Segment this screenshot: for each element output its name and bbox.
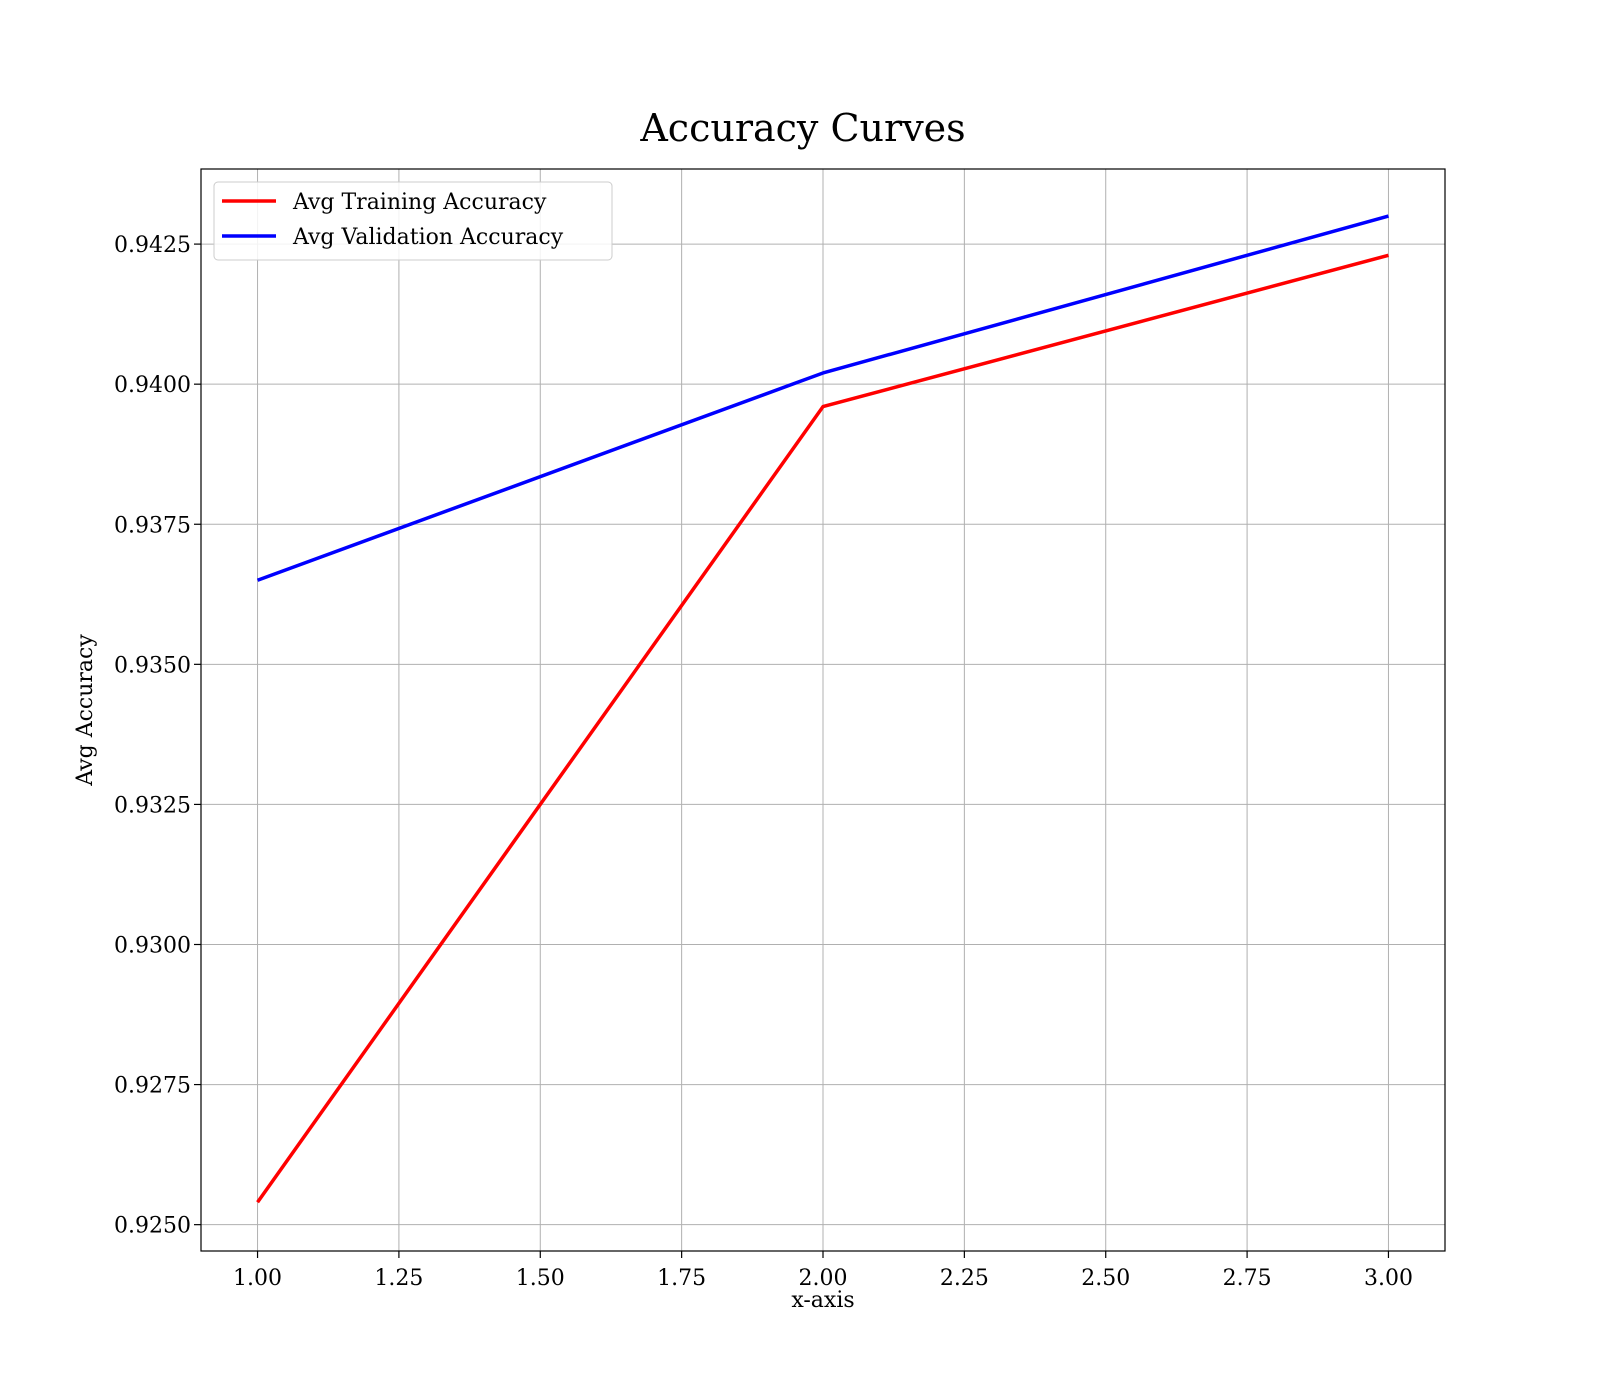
x-tick-label: 2.50 <box>1081 1266 1130 1291</box>
x-tick-label: 2.75 <box>1223 1266 1272 1291</box>
legend-box <box>213 181 613 261</box>
x-tick-label: 2.25 <box>940 1266 989 1291</box>
y-tick-label: 0.9325 <box>114 793 191 818</box>
y-tick-label: 0.9300 <box>114 933 191 958</box>
series-line-training <box>256 253 1389 1204</box>
x-tick-label: 1.75 <box>657 1266 706 1291</box>
x-tick-label: 1.25 <box>374 1266 423 1291</box>
y-tick-label: 0.9350 <box>114 653 191 678</box>
x-tick-label: 1.50 <box>516 1266 565 1291</box>
y-tick-label: 0.9400 <box>114 373 191 398</box>
x-axis-ticks: 1.00 1.25 1.50 1.75 2.00 2.25 2.50 2.75 3.00 <box>233 1251 1413 1291</box>
chart-title: Accuracy Curves <box>639 106 965 150</box>
x-tick-label: 1.00 <box>233 1266 282 1291</box>
x-tick-label: 2.00 <box>799 1266 848 1291</box>
y-tick-label: 0.9425 <box>114 233 191 258</box>
grid-lines <box>201 169 1445 1251</box>
y-axis-label: Avg Accuracy <box>73 634 98 787</box>
y-axis-ticks: 0.9250 0.9275 0.9300 0.9325 0.9350 0.9375 0.94… <box>114 233 201 1239</box>
x-tick-label: 3.00 <box>1364 1266 1413 1291</box>
y-tick-label: 0.9250 <box>114 1214 191 1239</box>
y-tick-label: 0.9375 <box>114 513 191 538</box>
x-axis-label: x-axis <box>791 1288 854 1313</box>
legend-label-training: Avg Training Accuracy <box>292 190 547 215</box>
legend: Avg Training Accuracy Avg Validation Acc… <box>213 181 613 261</box>
series-layer <box>256 214 1389 1204</box>
y-tick-label: 0.9275 <box>114 1074 191 1099</box>
legend-label-validation: Avg Validation Accuracy <box>292 225 564 250</box>
series-line-validation <box>256 214 1389 582</box>
